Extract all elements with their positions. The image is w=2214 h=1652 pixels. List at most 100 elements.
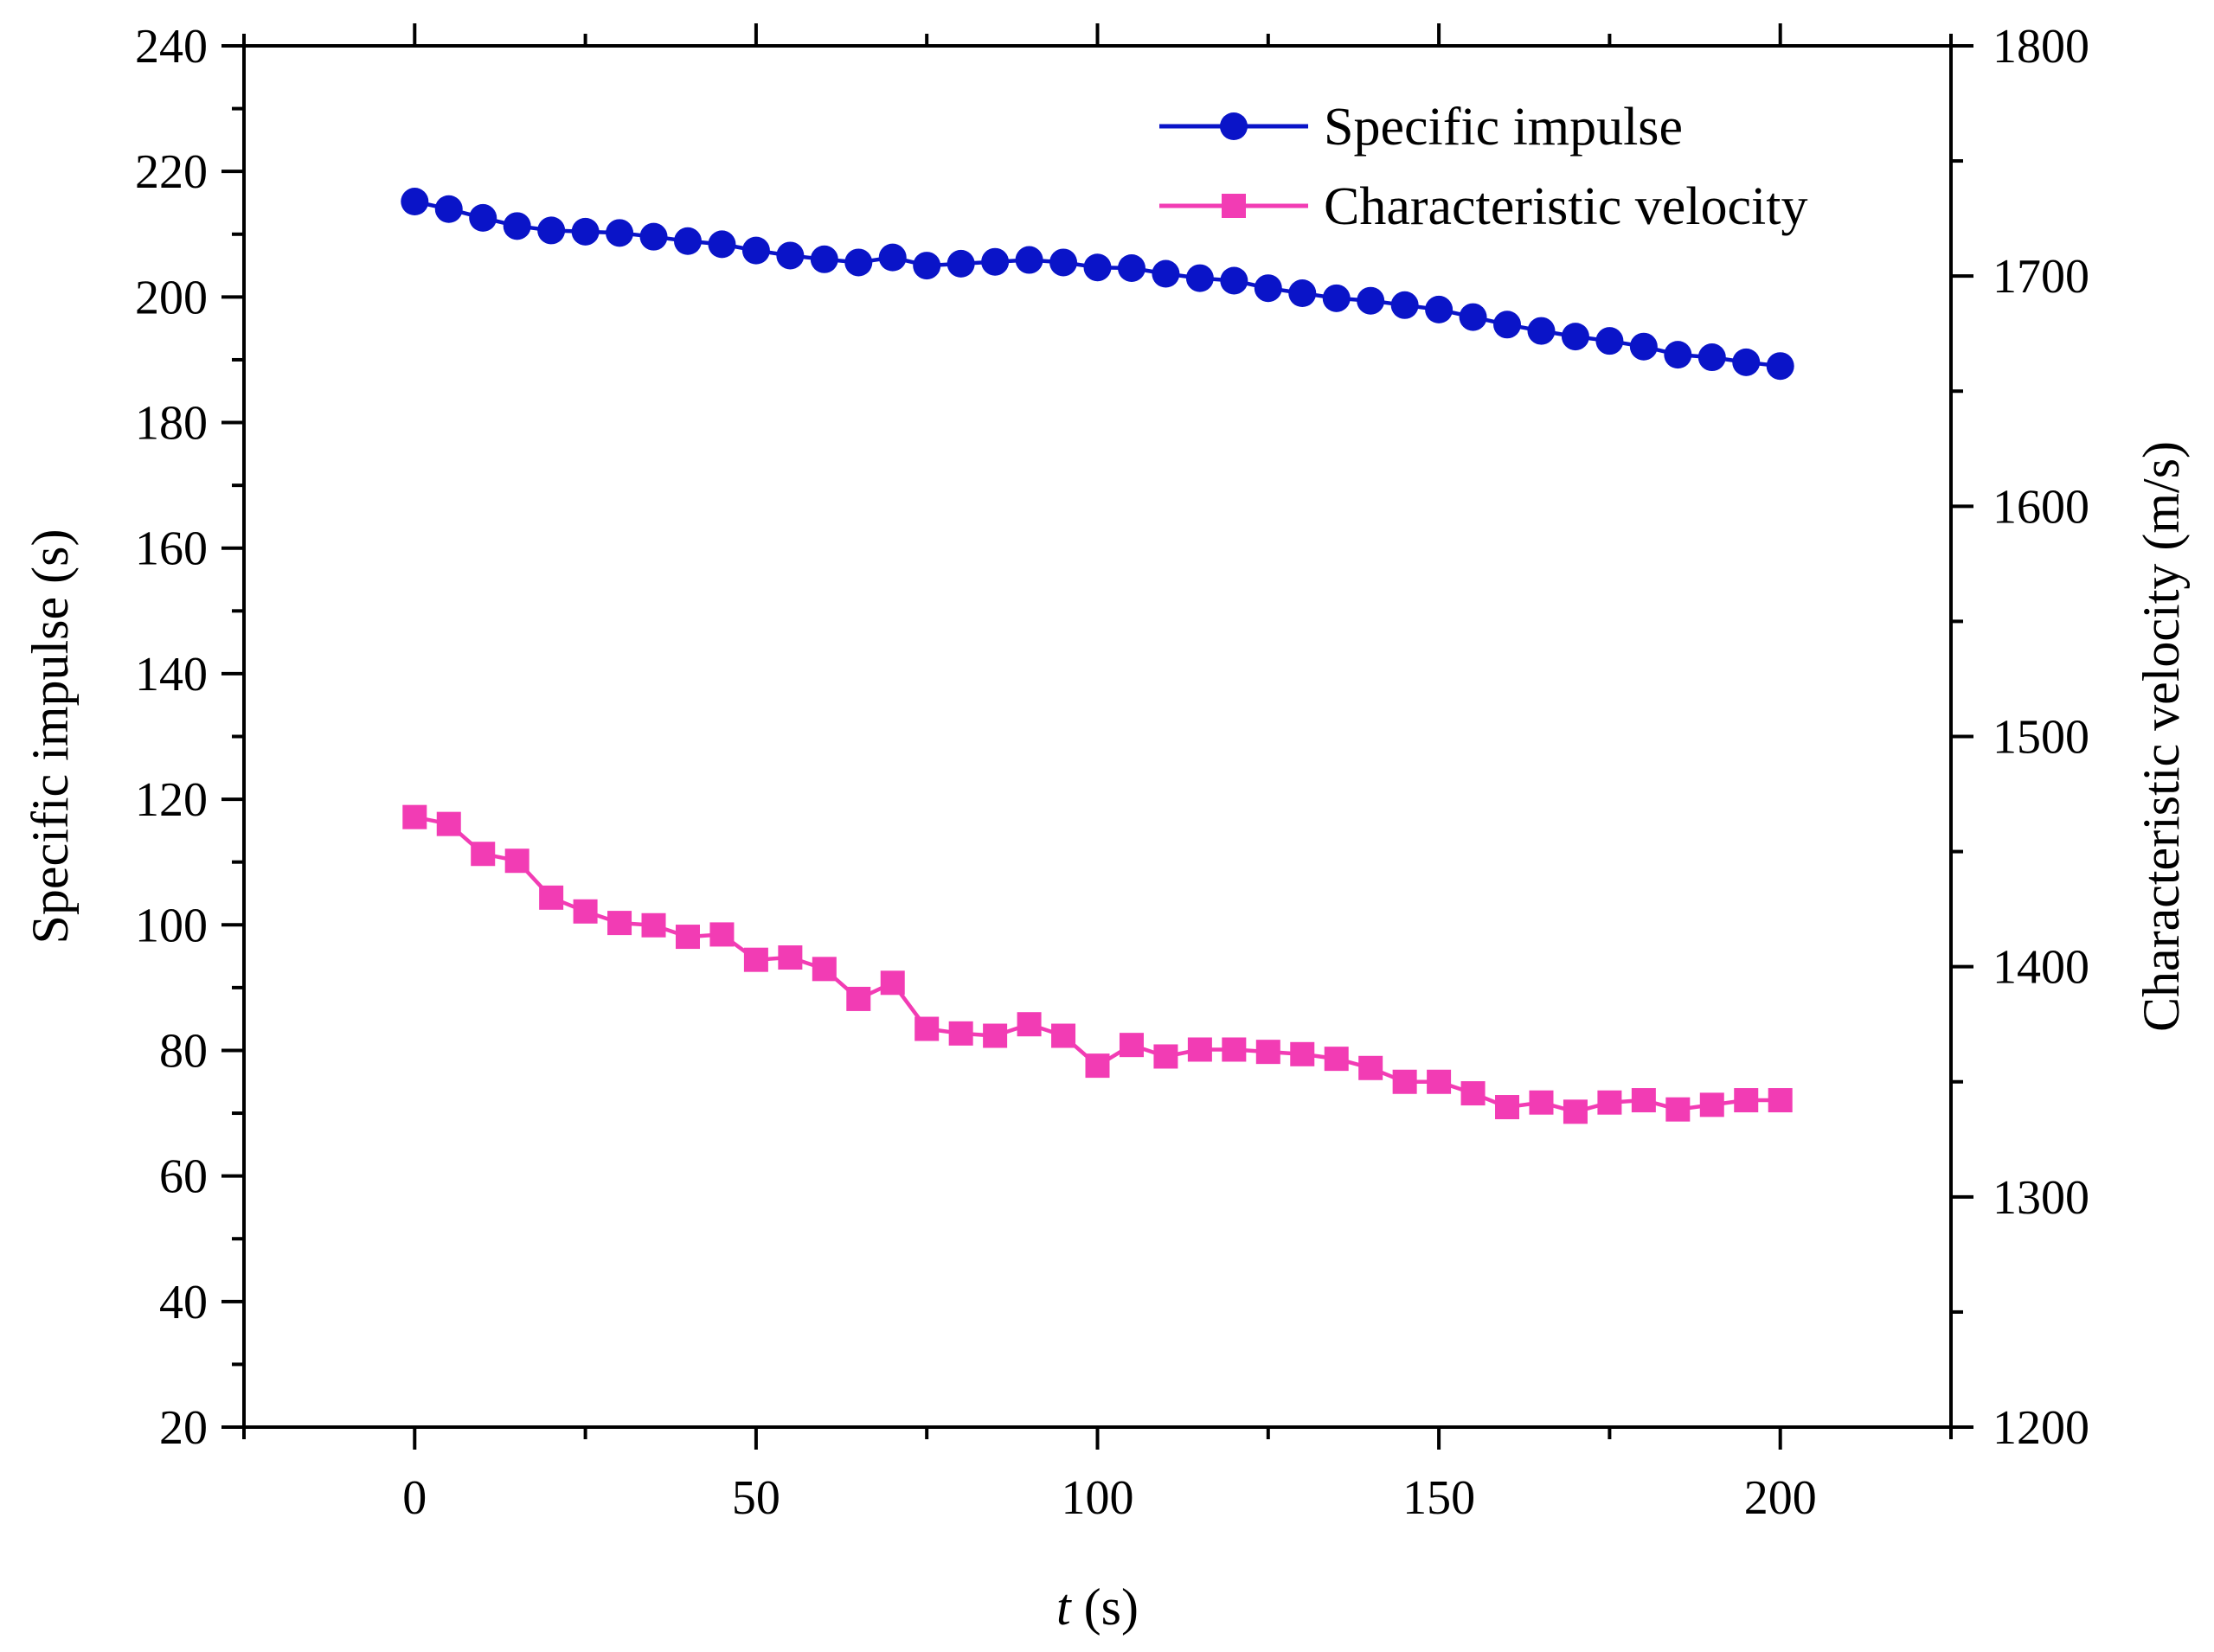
data-point bbox=[1290, 1041, 1315, 1066]
data-point bbox=[1322, 284, 1351, 312]
legend-label: Characteristic velocity bbox=[1324, 177, 1807, 236]
y-left-tick-label: 160 bbox=[135, 522, 208, 576]
data-point bbox=[1427, 1069, 1452, 1094]
data-point bbox=[1152, 259, 1180, 288]
data-point bbox=[1392, 1069, 1417, 1094]
x-tick-label: 50 bbox=[732, 1471, 780, 1525]
data-point bbox=[607, 911, 632, 936]
data-point bbox=[1629, 332, 1658, 361]
tick-labels: 0 50 100 150 200 20 40 60 80 100 120 140 160 180 200 22… bbox=[135, 20, 2089, 1525]
data-point bbox=[1187, 1037, 1212, 1062]
data-point bbox=[573, 899, 598, 924]
data-point bbox=[1665, 1097, 1691, 1122]
data-point bbox=[1766, 352, 1794, 381]
x-tick-label: 150 bbox=[1402, 1471, 1475, 1525]
data-point bbox=[1561, 323, 1589, 351]
legend-item-specific-impulse: Specific impulse bbox=[1159, 98, 1683, 157]
data-point bbox=[1357, 286, 1385, 315]
data-point bbox=[537, 216, 566, 245]
legend: Specific impulse Characteristic velocity bbox=[1159, 98, 1807, 236]
data-point bbox=[469, 203, 497, 232]
y-left-tick-label: 240 bbox=[135, 20, 208, 74]
axis-titles: t (s) Specific impulse (s) Characteristic … bbox=[22, 441, 2190, 1636]
x-tick-label: 0 bbox=[402, 1471, 427, 1525]
y-left-tick-label: 60 bbox=[159, 1150, 208, 1204]
data-point bbox=[741, 236, 770, 265]
data-point bbox=[1529, 1090, 1554, 1115]
data-point bbox=[1459, 303, 1487, 331]
x-tick-label: 100 bbox=[1062, 1471, 1134, 1525]
data-point bbox=[983, 1023, 1008, 1048]
data-point bbox=[709, 922, 735, 947]
data-point bbox=[948, 1021, 973, 1046]
data-point bbox=[880, 970, 905, 996]
data-point bbox=[1595, 327, 1624, 355]
data-point bbox=[1699, 1092, 1724, 1117]
data-point bbox=[913, 252, 941, 280]
data-point bbox=[1493, 311, 1522, 339]
x-axis-title: t (s) bbox=[1056, 1578, 1139, 1636]
data-point bbox=[914, 1016, 940, 1041]
data-point bbox=[1697, 343, 1726, 372]
y-left-tick-label: 220 bbox=[135, 145, 208, 199]
y-left-axis-title: Specific impulse (s) bbox=[22, 529, 79, 944]
data-point bbox=[1220, 266, 1248, 295]
data-point bbox=[846, 986, 871, 1011]
data-point bbox=[878, 243, 907, 272]
data-point bbox=[844, 248, 873, 277]
data-point bbox=[1732, 348, 1761, 376]
plot-frame bbox=[242, 44, 1953, 1429]
data-point bbox=[1254, 274, 1282, 303]
y-right-tick-label: 1500 bbox=[1993, 711, 2089, 765]
data-point bbox=[1597, 1090, 1622, 1115]
x-tick-label: 200 bbox=[1744, 1471, 1817, 1525]
data-point bbox=[812, 957, 837, 982]
data-point bbox=[981, 247, 1010, 276]
y-right-tick-label: 1600 bbox=[1993, 480, 2089, 534]
data-point bbox=[471, 842, 496, 867]
data-point bbox=[1222, 1037, 1247, 1062]
y-left-tick-label: 200 bbox=[135, 271, 208, 324]
data-point bbox=[503, 212, 531, 240]
y-left-tick-label: 40 bbox=[159, 1276, 208, 1329]
data-point bbox=[1085, 1053, 1110, 1079]
y-left-tick-label: 140 bbox=[135, 648, 208, 701]
y-right-tick-label: 1700 bbox=[1993, 250, 2089, 304]
y-left-tick-label: 80 bbox=[159, 1024, 208, 1078]
x-axis-title-rest: (s) bbox=[1071, 1578, 1139, 1636]
plot-border bbox=[242, 44, 1953, 1429]
data-point bbox=[1255, 1040, 1280, 1065]
data-point bbox=[1324, 1047, 1349, 1072]
data-point bbox=[1119, 1033, 1144, 1058]
data-point bbox=[776, 241, 805, 270]
data-point bbox=[504, 848, 529, 874]
data-point bbox=[401, 188, 429, 216]
data-point bbox=[1664, 341, 1692, 369]
series-specific-impulse bbox=[401, 188, 1794, 381]
data-point bbox=[436, 811, 461, 836]
data-point bbox=[641, 912, 666, 938]
data-point bbox=[1015, 246, 1043, 274]
y-right-tick-label: 1400 bbox=[1993, 941, 2089, 995]
data-point bbox=[434, 195, 463, 223]
data-point bbox=[708, 230, 736, 259]
series-characteristic-velocity bbox=[402, 804, 1793, 1124]
data-point bbox=[402, 804, 427, 829]
data-point bbox=[539, 885, 564, 910]
y-left-tick-label: 180 bbox=[135, 397, 208, 451]
data-point bbox=[1425, 295, 1454, 323]
data-point bbox=[1153, 1044, 1178, 1069]
data-point bbox=[1083, 253, 1112, 282]
data-point bbox=[1390, 291, 1419, 319]
y-right-tick-label: 1200 bbox=[1993, 1401, 2089, 1455]
data-point bbox=[1017, 1012, 1042, 1037]
data-point bbox=[1768, 1088, 1793, 1113]
series-layer bbox=[401, 188, 1794, 1124]
data-point bbox=[673, 227, 702, 255]
data-point bbox=[810, 245, 838, 273]
data-point bbox=[639, 222, 668, 251]
x-axis-title-italic: t bbox=[1056, 1578, 1072, 1636]
data-point bbox=[1288, 279, 1317, 308]
data-point bbox=[1734, 1088, 1759, 1113]
